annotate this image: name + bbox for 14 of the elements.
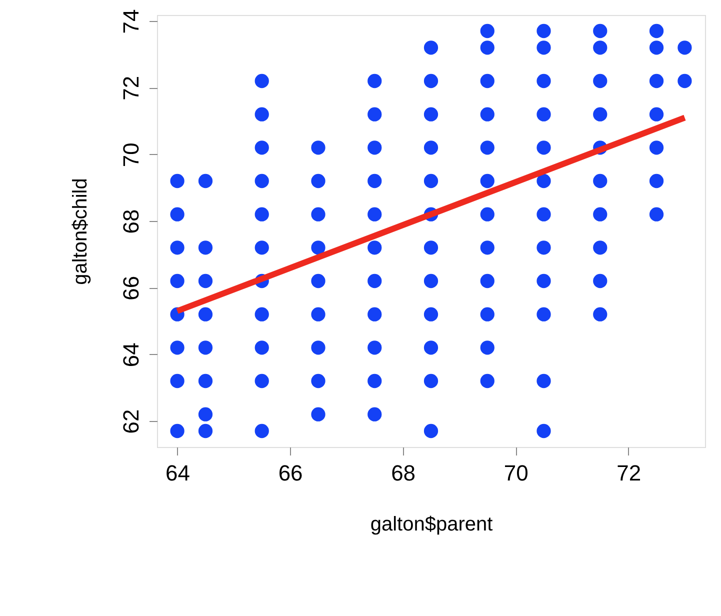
y-tick-label: 68 — [118, 209, 144, 234]
x-tick-label: 68 — [391, 460, 416, 486]
x-tick-label: 66 — [278, 460, 303, 486]
y-tick-label: 70 — [118, 142, 144, 168]
y-tick-label: 66 — [118, 276, 144, 300]
x-tick-label: 70 — [504, 460, 528, 486]
y-tick-label: 62 — [118, 409, 144, 434]
x-axis-title: galton$parent — [370, 514, 494, 536]
y-tick-label: 72 — [118, 76, 144, 100]
x-tick-label: 72 — [616, 460, 642, 486]
y-tick-label: 74 — [118, 9, 144, 34]
y-tick-label: 64 — [118, 342, 144, 368]
y-axis-title: galton$child — [70, 178, 92, 285]
x-tick-label: 64 — [166, 460, 190, 486]
